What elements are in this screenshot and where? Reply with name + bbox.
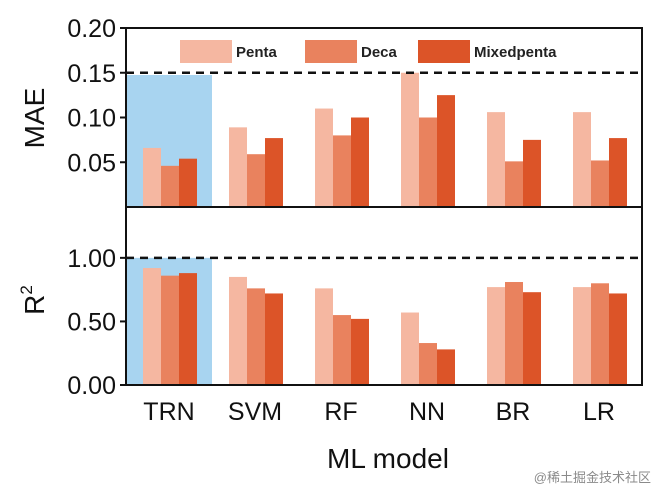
bar-top-mixedpenta-nn (437, 95, 455, 207)
bottom-panel-y-axis-label-superscript: 2 (17, 285, 36, 294)
bar-top-deca-rf (333, 135, 351, 207)
x-axis-category-labels: TRN SVM RF NN BR LR (143, 398, 615, 426)
bar-bot-penta-lr (573, 287, 591, 385)
bottom-panel-y-ticks: 0.00 0.50 1.00 (67, 245, 126, 400)
bar-top-penta-rf (315, 108, 333, 207)
x-tick-label-br: BR (496, 398, 531, 426)
bar-top-mixedpenta-br (523, 139, 541, 207)
bar-bot-penta-svm (229, 276, 247, 385)
watermark: @稀土掘金技术社区 (534, 470, 651, 485)
top-panel-bars (143, 72, 627, 207)
bar-bot-mixedpenta-lr (609, 293, 627, 385)
bar-top-penta-lr (573, 112, 591, 207)
top-panel-y-axis-label: MAE (19, 88, 50, 149)
bar-top-mixedpenta-trn (179, 158, 197, 207)
bar-bot-penta-nn (401, 312, 419, 385)
x-tick-label-svm: SVM (228, 398, 282, 426)
bar-bot-deca-trn (161, 275, 179, 385)
x-tick-label-nn: NN (409, 398, 445, 426)
bar-bot-mixedpenta-trn (179, 273, 197, 385)
bottom-panel-y-axis-label: R2 (17, 285, 50, 315)
top-panel-y-ticks: 0.05 0.10 0.15 0.20 (67, 15, 126, 177)
x-tick-label-trn: TRN (143, 398, 194, 426)
bottom-panel-bars (143, 268, 627, 385)
bar-bot-penta-br (487, 287, 505, 385)
bar-top-mixedpenta-lr (609, 138, 627, 207)
bottom-panel-y-axis-label-base: R (19, 295, 50, 315)
legend-label-penta: Penta (236, 44, 278, 61)
y-tick-label: 0.10 (67, 105, 116, 133)
legend-label-deca: Deca (361, 44, 398, 61)
bar-top-mixedpenta-svm (265, 138, 283, 207)
legend: Penta Deca Mixedpenta (180, 40, 557, 63)
bottom-panel-frame (125, 206, 643, 386)
y-tick-label: 0.05 (67, 149, 116, 177)
legend-swatch-mixedpenta (418, 40, 470, 63)
bottom-panel: 0.00 0.50 1.00 R2 (17, 206, 643, 400)
bar-bot-deca-br (505, 282, 523, 385)
bar-top-deca-br (505, 161, 523, 207)
bar-bot-deca-svm (247, 288, 265, 385)
bar-top-penta-nn (401, 72, 419, 207)
y-tick-label: 0.20 (67, 15, 116, 43)
bar-top-deca-svm (247, 154, 265, 207)
bar-bot-mixedpenta-nn (437, 349, 455, 385)
bar-bot-penta-rf (315, 288, 333, 385)
bar-bot-mixedpenta-br (523, 292, 541, 385)
bar-top-deca-lr (591, 160, 609, 207)
y-tick-label: 0.15 (67, 60, 116, 88)
bar-bot-penta-trn (143, 268, 161, 385)
x-tick-label-lr: LR (583, 398, 615, 426)
bar-bot-deca-rf (333, 315, 351, 385)
legend-swatch-penta (180, 40, 232, 63)
legend-label-mixedpenta: Mixedpenta (474, 44, 557, 61)
bar-top-penta-svm (229, 127, 247, 207)
bar-top-deca-trn (161, 165, 179, 207)
legend-swatch-deca (305, 40, 357, 63)
bar-top-penta-trn (143, 147, 161, 207)
x-axis-label: ML model (327, 443, 449, 474)
y-tick-label: 1.00 (67, 245, 116, 273)
bar-top-penta-br (487, 112, 505, 207)
bar-bot-mixedpenta-rf (351, 318, 369, 385)
bar-top-mixedpenta-rf (351, 117, 369, 207)
y-tick-label: 0.50 (67, 308, 116, 336)
y-tick-label: 0.00 (67, 372, 116, 400)
top-panel: 0.05 0.10 0.15 0.20 MAE Penta Deca Mixedpenta (19, 15, 643, 208)
bar-bot-deca-nn (419, 343, 437, 385)
bar-top-deca-nn (419, 117, 437, 207)
x-tick-label-rf: RF (324, 398, 357, 426)
bar-bot-deca-lr (591, 283, 609, 385)
bar-bot-mixedpenta-svm (265, 293, 283, 385)
